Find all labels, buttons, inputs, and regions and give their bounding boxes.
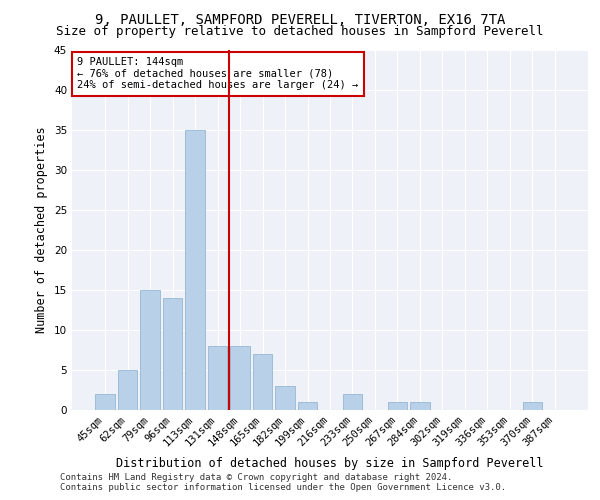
- Text: Contains HM Land Registry data © Crown copyright and database right 2024.
Contai: Contains HM Land Registry data © Crown c…: [60, 473, 506, 492]
- Bar: [118, 370, 137, 410]
- Bar: [185, 130, 205, 410]
- Bar: [343, 394, 362, 410]
- Bar: [140, 290, 160, 410]
- Text: Size of property relative to detached houses in Sampford Peverell: Size of property relative to detached ho…: [56, 25, 544, 38]
- Text: 9 PAULLET: 144sqm
← 76% of detached houses are smaller (78)
24% of semi-detached: 9 PAULLET: 144sqm ← 76% of detached hous…: [77, 57, 358, 90]
- Text: 9, PAULLET, SAMPFORD PEVERELL, TIVERTON, EX16 7TA: 9, PAULLET, SAMPFORD PEVERELL, TIVERTON,…: [95, 12, 505, 26]
- Bar: [388, 402, 407, 410]
- Y-axis label: Number of detached properties: Number of detached properties: [35, 126, 49, 334]
- X-axis label: Distribution of detached houses by size in Sampford Peverell: Distribution of detached houses by size …: [116, 457, 544, 470]
- Bar: [523, 402, 542, 410]
- Bar: [298, 402, 317, 410]
- Bar: [275, 386, 295, 410]
- Bar: [253, 354, 272, 410]
- Bar: [163, 298, 182, 410]
- Bar: [208, 346, 227, 410]
- Bar: [95, 394, 115, 410]
- Bar: [230, 346, 250, 410]
- Bar: [410, 402, 430, 410]
